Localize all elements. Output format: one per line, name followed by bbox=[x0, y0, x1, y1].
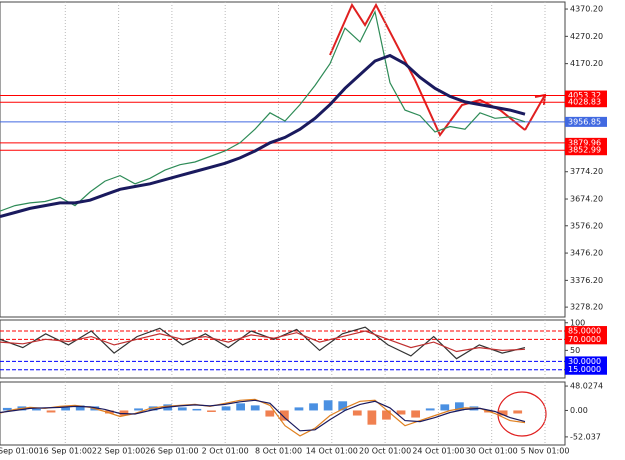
x-tick-label: 16 Sep 01:00 bbox=[39, 447, 92, 456]
histogram-bar bbox=[513, 410, 523, 414]
level-tag bbox=[565, 137, 607, 148]
histogram-bar bbox=[440, 404, 450, 411]
histogram-bar bbox=[352, 410, 362, 416]
histogram-bar bbox=[309, 403, 318, 411]
histogram-bar bbox=[2, 407, 12, 411]
level-label: 3852.99 bbox=[568, 146, 601, 155]
level-label: 30.0000 bbox=[568, 357, 601, 366]
x-tick-label: 14 Oct 01:00 bbox=[306, 447, 358, 456]
histogram-bar bbox=[192, 408, 202, 411]
histogram-bar bbox=[236, 403, 245, 411]
y-tick-label: 3674.20 bbox=[570, 195, 603, 204]
histogram-bar bbox=[250, 405, 260, 411]
level-label: 85.0000 bbox=[568, 327, 601, 336]
histogram-bar bbox=[294, 407, 304, 411]
y-tick-label: 48.0274 bbox=[570, 382, 603, 391]
y-tick-label: 0.00 bbox=[570, 406, 588, 415]
x-tick-label: 5 Nov 01:00 bbox=[521, 447, 570, 456]
series-line bbox=[0, 326, 526, 360]
level-tag bbox=[565, 356, 607, 367]
panel-frame bbox=[0, 1, 566, 318]
level-tag bbox=[565, 116, 607, 127]
level-tag bbox=[565, 326, 607, 337]
histogram-bar bbox=[411, 410, 420, 418]
level-label: 3879.96 bbox=[568, 138, 601, 147]
y-tick-label: 3376.20 bbox=[570, 276, 603, 285]
histogram-bar bbox=[46, 410, 56, 413]
x-tick-label: 20 Oct 01:00 bbox=[359, 447, 411, 456]
histogram-bar bbox=[134, 408, 143, 411]
y-tick-label: 3476.20 bbox=[570, 249, 603, 258]
histogram-bar bbox=[367, 410, 377, 425]
x-tick-label: 30 Oct 01:00 bbox=[466, 447, 518, 456]
level-tag bbox=[565, 90, 607, 101]
histogram-bar bbox=[396, 410, 406, 415]
level-tag bbox=[565, 145, 607, 156]
y-tick-label: 4370.20 bbox=[570, 5, 603, 14]
histogram-bar bbox=[119, 410, 129, 416]
histogram-bar bbox=[338, 401, 348, 411]
x-tick-label: 12 Sep 01:00 bbox=[0, 447, 39, 456]
histogram-bar bbox=[323, 400, 333, 411]
histogram-bar bbox=[265, 410, 275, 417]
level-tag bbox=[565, 334, 607, 345]
histogram-bar bbox=[455, 402, 464, 411]
level-label: 3956.85 bbox=[568, 117, 601, 126]
y-tick-label: 4270.20 bbox=[570, 32, 603, 41]
y-tick-label: -52.037 bbox=[570, 432, 601, 441]
histogram-bar bbox=[177, 407, 187, 411]
x-tick-label: 2 Oct 01:00 bbox=[202, 447, 249, 456]
level-label: 4028.83 bbox=[568, 98, 601, 107]
x-tick-label: 26 Sep 01:00 bbox=[145, 447, 198, 456]
level-label: 15.0000 bbox=[568, 365, 601, 374]
y-tick-label: 3278.20 bbox=[570, 303, 603, 312]
histogram-bar bbox=[221, 406, 231, 411]
histogram-bar bbox=[207, 410, 216, 412]
y-tick-label: 4170.20 bbox=[570, 59, 603, 68]
level-tag bbox=[565, 97, 607, 108]
x-tick-label: 8 Oct 01:00 bbox=[255, 447, 302, 456]
panel-frame bbox=[0, 381, 566, 446]
histogram-bar bbox=[105, 410, 114, 414]
level-label: 70.0000 bbox=[568, 335, 601, 344]
histogram-bar bbox=[425, 408, 435, 411]
arrow bbox=[524, 94, 546, 131]
series-line bbox=[0, 9, 526, 212]
highlight-circle bbox=[497, 391, 547, 437]
series-line bbox=[0, 53, 526, 218]
histogram-bar bbox=[75, 405, 85, 411]
y-tick-label: 100 bbox=[570, 318, 585, 327]
x-tick-label: 22 Sep 01:00 bbox=[92, 447, 145, 456]
level-label: 4053.32 bbox=[568, 91, 601, 100]
panel-frame bbox=[0, 319, 566, 379]
y-tick-label: 3774.20 bbox=[570, 167, 603, 176]
y-tick-label: 3576.20 bbox=[570, 221, 603, 230]
level-tag bbox=[565, 364, 607, 375]
histogram-bar bbox=[382, 410, 391, 420]
histogram-bar bbox=[61, 407, 70, 411]
series-line bbox=[0, 399, 526, 432]
y-tick-label: 50 bbox=[570, 346, 580, 355]
series-line bbox=[0, 330, 526, 353]
histogram-bar bbox=[498, 410, 508, 416]
histogram-bar bbox=[280, 410, 289, 421]
x-tick-label: 24 Oct 01:00 bbox=[412, 447, 464, 456]
histogram-bar bbox=[32, 408, 41, 411]
